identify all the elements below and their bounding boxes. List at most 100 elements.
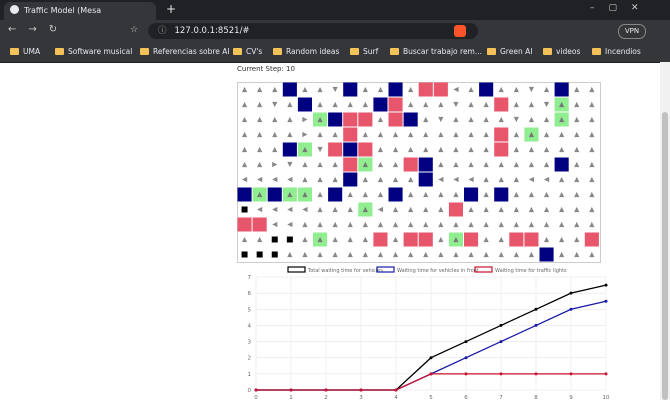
road-arrow <box>408 101 414 108</box>
road-arrow <box>438 131 444 138</box>
road-arrow <box>574 251 580 258</box>
road-arrow <box>302 131 308 138</box>
road-arrow <box>272 161 278 168</box>
point <box>464 372 468 376</box>
address-bar[interactable]: ⓘ 127.0.0.1:8521/# <box>148 23 478 39</box>
window-controls[interactable]: –▢✕ <box>590 3 653 13</box>
road-arrow <box>332 236 338 243</box>
obstacle <box>286 236 293 243</box>
road-arrow <box>498 86 504 93</box>
car <box>343 172 358 187</box>
bookmark[interactable]: UMA <box>10 47 40 57</box>
chart: 0 1 2 3 4 5 6 7 0 1 2 3 4 5 6 7 8 9 10 Total waiting time f… <box>248 266 610 400</box>
point <box>604 299 608 303</box>
road-arrow <box>317 191 323 198</box>
road-arrow <box>589 86 595 93</box>
x-tick-label: 3 <box>359 395 363 400</box>
road-arrow <box>287 131 293 138</box>
road-arrow <box>438 236 444 243</box>
y-tick-label: 6 <box>248 291 252 297</box>
road-arrow <box>257 176 263 183</box>
road-arrow <box>498 161 504 168</box>
road-arrow <box>468 176 474 183</box>
road-arrow <box>468 86 474 93</box>
car <box>328 187 343 202</box>
red-light <box>418 232 433 247</box>
point <box>394 388 398 392</box>
nav-buttons[interactable]: ←→↻ <box>8 24 70 35</box>
car <box>328 112 343 127</box>
road-arrow <box>543 146 550 153</box>
obstacle <box>256 251 263 258</box>
road-arrow <box>287 116 293 123</box>
road-arrow <box>513 176 519 183</box>
road-arrow <box>408 131 414 138</box>
road-arrow <box>423 206 429 213</box>
road-arrow <box>347 191 353 198</box>
tab-bar <box>0 0 670 20</box>
road-arrow <box>513 191 519 198</box>
red-light <box>328 142 343 157</box>
road-arrow <box>392 206 399 213</box>
tab[interactable]: Traffic Model (Mesa visualization)✕ <box>4 2 156 33</box>
road-arrow <box>257 206 263 213</box>
folder-icon <box>55 48 64 55</box>
road-arrow <box>287 221 293 228</box>
road-arrow <box>302 176 308 183</box>
bookmark[interactable]: Random ideas <box>273 47 339 57</box>
bookmark[interactable]: videos <box>543 47 580 57</box>
road-arrow <box>302 221 308 228</box>
bookmark[interactable]: Referencias sobre AI <box>140 47 230 57</box>
folder-icon <box>487 48 496 55</box>
point <box>569 291 573 295</box>
folder-icon <box>140 48 149 55</box>
road-arrow <box>589 221 595 228</box>
road-arrow <box>589 206 595 213</box>
bookmark[interactable]: Software musical <box>55 47 132 57</box>
road-arrow <box>483 236 489 243</box>
road-arrow <box>302 191 308 198</box>
road-arrow <box>438 116 444 123</box>
road-arrow <box>287 191 293 198</box>
road-arrow <box>317 221 323 228</box>
bookmark[interactable]: Incendios <box>592 47 641 57</box>
road-arrow <box>513 101 519 108</box>
road-arrow <box>347 206 353 213</box>
road-arrow <box>408 221 414 228</box>
road-arrow <box>528 161 535 168</box>
red-light <box>237 217 252 232</box>
road-arrow <box>574 146 580 153</box>
y-tick-label: 5 <box>248 307 252 313</box>
road-arrow <box>483 161 489 168</box>
folder-icon <box>350 48 359 55</box>
road-arrow <box>528 116 535 123</box>
road-arrow <box>408 86 414 93</box>
road-arrow <box>574 86 580 93</box>
road-arrow <box>377 116 384 123</box>
bookmark[interactable]: Green AI <box>487 47 532 57</box>
vpn-button[interactable]: VPN <box>618 24 646 39</box>
road-arrow <box>241 86 248 93</box>
road-arrow <box>272 101 278 108</box>
point <box>429 356 433 360</box>
x-tick-label: 10 <box>603 395 610 400</box>
bookmark[interactable]: Buscar trabajo rem... <box>390 47 482 57</box>
road-arrow <box>392 251 399 258</box>
red-light <box>433 82 448 97</box>
road-arrow <box>574 176 580 183</box>
bookmark-star[interactable]: ☆ <box>130 25 139 35</box>
bookmark[interactable]: Surf <box>350 47 378 57</box>
bookmark[interactable]: CV's <box>233 47 262 57</box>
point <box>254 388 258 392</box>
road-arrow <box>543 191 550 198</box>
road-arrow <box>317 206 323 213</box>
brave-icon[interactable] <box>454 25 466 37</box>
road-arrow <box>362 251 368 258</box>
road-arrow <box>543 131 550 138</box>
road-arrow <box>241 176 248 183</box>
road-arrow <box>483 116 489 123</box>
scroll-thumb[interactable] <box>662 112 668 400</box>
road-arrow <box>513 131 519 138</box>
obstacle <box>271 236 278 243</box>
new-tab[interactable]: + <box>166 2 177 16</box>
